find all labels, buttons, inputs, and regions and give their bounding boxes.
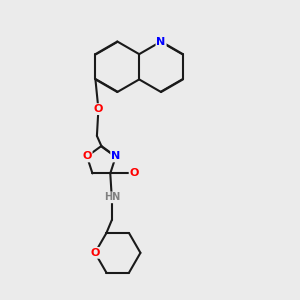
Text: HN: HN	[103, 192, 120, 203]
Text: N: N	[156, 37, 166, 46]
Text: O: O	[130, 168, 139, 178]
Text: O: O	[82, 152, 92, 161]
Text: O: O	[94, 104, 103, 114]
Text: O: O	[90, 248, 100, 258]
Text: N: N	[111, 152, 120, 161]
